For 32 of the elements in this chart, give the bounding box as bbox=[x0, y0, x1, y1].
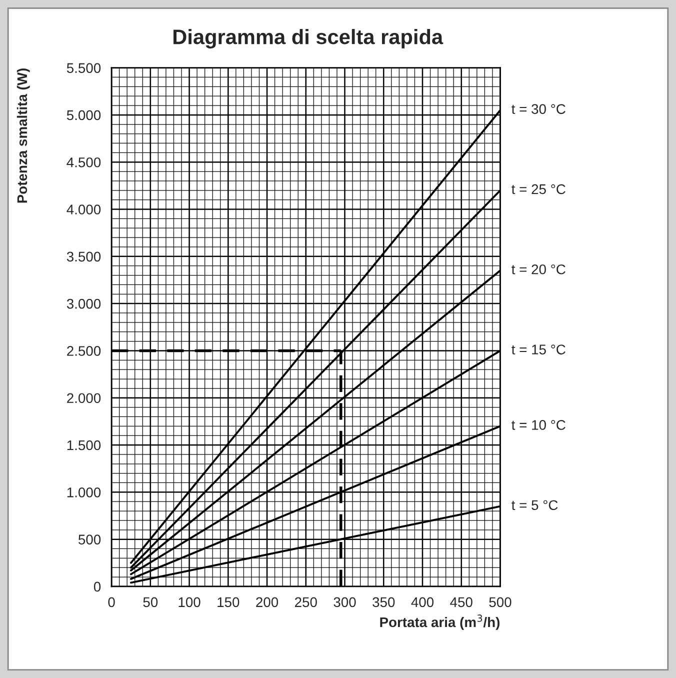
y-tick-label: 5.000 bbox=[66, 110, 101, 120]
y-tick-label: 4.500 bbox=[66, 157, 101, 168]
series-label: t = 25 °C bbox=[512, 184, 566, 194]
y-tick-label: 1.500 bbox=[67, 440, 101, 450]
series-label: t = 15 °C bbox=[512, 344, 566, 354]
y-tick-label: 3.000 bbox=[66, 298, 101, 309]
y-tick-label: 2.000 bbox=[67, 393, 101, 404]
y-tick-label: 0 bbox=[94, 582, 101, 592]
series-label: t = 5 °C bbox=[512, 500, 558, 510]
y-tick-label: 500 bbox=[78, 534, 101, 544]
x-tick-label: 250 bbox=[295, 597, 317, 608]
x-tick-label: 300 bbox=[334, 597, 356, 608]
y-axis-title: Potenza smaltita (W) bbox=[16, 68, 30, 203]
chart-title: Diagramma di scelta rapida bbox=[174, 28, 444, 48]
x-tick-label: 400 bbox=[411, 597, 434, 608]
y-tick-label: 3.500 bbox=[66, 252, 101, 262]
x-tick-label: 100 bbox=[178, 597, 200, 608]
series-label: t = 30 °C bbox=[512, 104, 566, 114]
y-tick-label: 4.000 bbox=[66, 204, 101, 214]
y-tick-label: 5.500 bbox=[66, 63, 101, 73]
x-tick-label: 0 bbox=[108, 597, 115, 608]
y-tick-label: 2.500 bbox=[67, 346, 101, 356]
series-label: t = 20 °C bbox=[512, 264, 566, 274]
x-tick-label: 500 bbox=[489, 597, 512, 608]
x-tick-label: 150 bbox=[218, 597, 240, 608]
x-tick-label: 350 bbox=[372, 597, 395, 608]
y-tick-label: 1.000 bbox=[67, 488, 101, 498]
x-tick-label: 50 bbox=[143, 597, 158, 608]
x-tick-label: 450 bbox=[450, 597, 472, 608]
x-tick-label: 200 bbox=[256, 597, 278, 608]
x-axis-title: Portata aria (m$^{3}$/h) bbox=[380, 614, 500, 630]
series-label: t = 10 °C bbox=[512, 420, 566, 430]
